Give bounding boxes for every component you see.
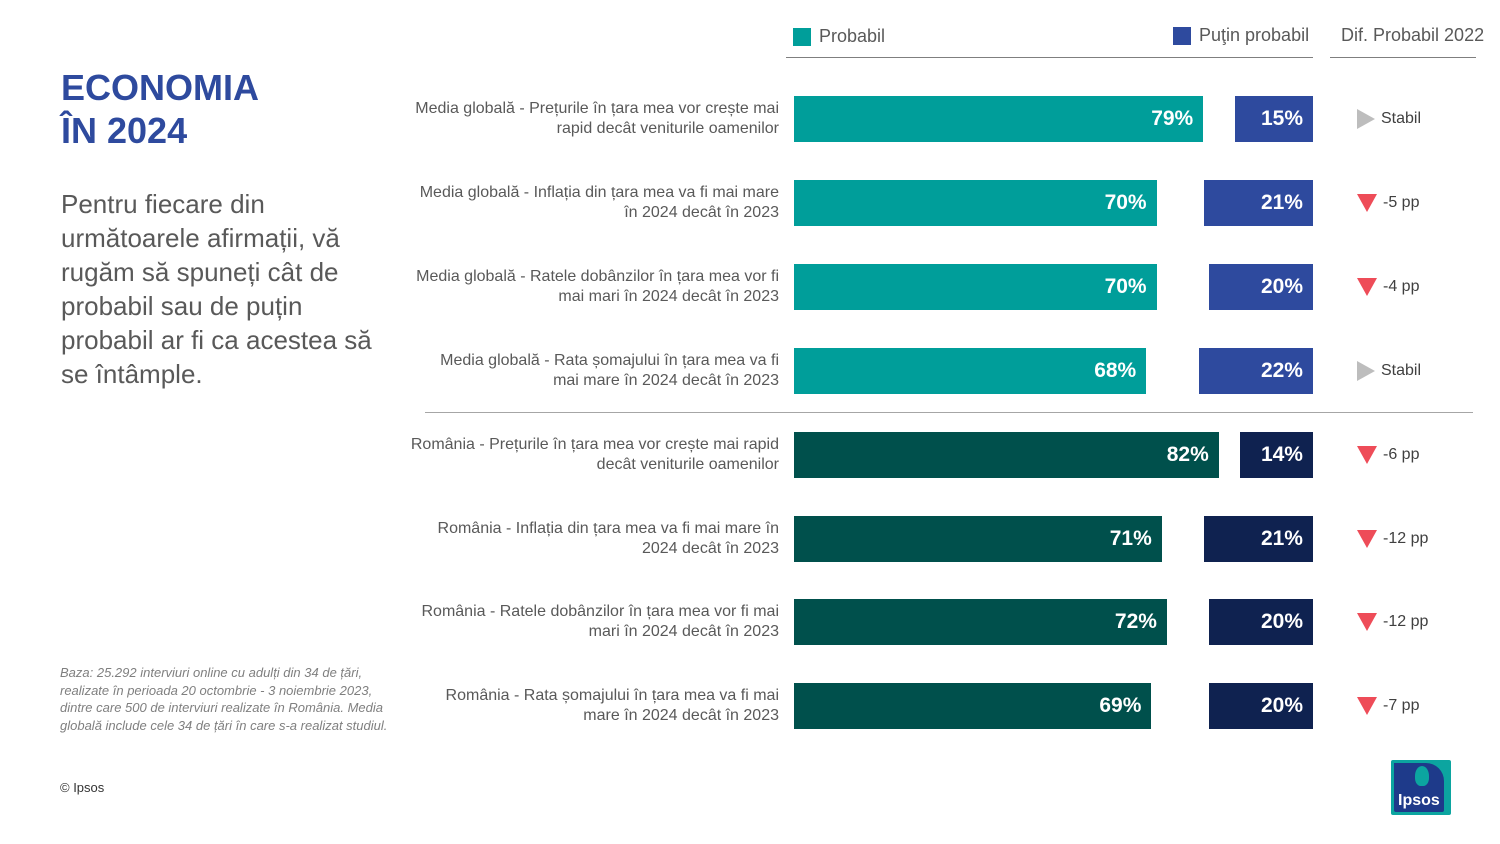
category-label: România - Inflația din țara mea va fi ma…	[437, 519, 779, 557]
diff-indicator: Stabil	[1357, 360, 1422, 381]
copyright: © Ipsos	[60, 780, 105, 795]
right-triangle-icon	[1357, 360, 1375, 381]
bar-putin-probabil: 22%	[1198, 347, 1313, 394]
bar-probabil: 71%	[794, 515, 1162, 562]
right-triangle-icon	[1357, 109, 1375, 129]
down-triangle-icon	[1357, 445, 1377, 464]
diff-indicator: -6 pp	[1357, 445, 1419, 465]
bar-probabil-value: 72%	[1114, 610, 1157, 634]
diff-label: Stabil	[1381, 361, 1422, 379]
bar-probabil-value: 68%	[1094, 358, 1137, 382]
diff-indicator: -12 pp	[1357, 612, 1428, 632]
bar-probabil: 68%	[794, 347, 1147, 394]
bar-putin-probabil-value: 20%	[1260, 274, 1303, 298]
legend-rule	[786, 57, 1313, 58]
diff-indicator: -7 pp	[1357, 696, 1419, 716]
bar-putin-probabil: 15%	[1235, 96, 1313, 142]
category-label: România - Prețurile în țara mea vor creș…	[410, 435, 779, 473]
category-label: Media globală - Inflația din țara mea va…	[419, 183, 779, 221]
diff-label: -7 pp	[1383, 697, 1420, 715]
bar-probabil: 70%	[794, 263, 1157, 310]
diff-label: Stabil	[1381, 110, 1422, 127]
category-label: Media globală - Ratele dobânzilor în țar…	[416, 267, 779, 305]
bar-probabil-value: 82%	[1166, 442, 1209, 466]
diff-indicator: Stabil	[1357, 109, 1421, 129]
down-triangle-icon	[1357, 529, 1377, 548]
diff-header: Dif. Probabil 2022	[1341, 25, 1485, 45]
diff-label: -12 pp	[1383, 529, 1429, 547]
legend-swatch-probabil	[793, 27, 811, 46]
diff-label: -6 pp	[1383, 445, 1420, 463]
down-triangle-icon	[1357, 277, 1377, 296]
bar-probabil-value: 70%	[1104, 190, 1147, 214]
bar-probabil: 69%	[794, 683, 1152, 730]
down-triangle-icon	[1357, 193, 1377, 212]
bar-putin-probabil: 20%	[1209, 263, 1313, 310]
bar-putin-probabil-value: 14%	[1260, 442, 1303, 466]
ipsos-logo: Ipsos	[1391, 760, 1451, 815]
bar-putin-probabil-value: 22%	[1260, 358, 1303, 382]
bar-probabil-value: 69%	[1099, 694, 1142, 718]
category-label: Media globală - Prețurile în țara mea vo…	[415, 100, 779, 137]
category-label: România - Ratele dobânzilor în țara mea …	[421, 603, 780, 641]
bar-putin-probabil: 21%	[1203, 179, 1313, 226]
diff-indicator: -12 pp	[1357, 529, 1428, 549]
bar-putin-probabil: 20%	[1209, 599, 1313, 646]
legend-label-probabil: Probabil	[819, 26, 886, 46]
down-triangle-icon	[1357, 613, 1377, 632]
diff-label: -4 pp	[1383, 277, 1420, 295]
page-title: ECONOMIA ÎN 2024	[61, 66, 259, 152]
logo-text: Ipsos	[1398, 792, 1440, 809]
title-line-1: ECONOMIA	[61, 67, 259, 108]
bar-putin-probabil-value: 20%	[1260, 610, 1303, 634]
legend-label-putin-probabil: Puţin probabil	[1199, 25, 1310, 45]
bar-putin-probabil-value: 20%	[1260, 694, 1303, 718]
bar-probabil: 70%	[794, 179, 1157, 226]
category-label: România - Rata șomajului în țara mea va …	[445, 687, 779, 725]
diff-header-rule	[1330, 57, 1476, 58]
title-line-2: ÎN 2024	[61, 110, 188, 151]
diff-label: -5 pp	[1383, 193, 1420, 211]
group-divider	[425, 412, 1473, 413]
bar-probabil-value: 70%	[1104, 274, 1147, 298]
bar-putin-probabil: 20%	[1209, 683, 1313, 730]
diff-label: -12 pp	[1383, 613, 1429, 631]
legend-probabil: Probabil	[793, 26, 885, 47]
bar-probabil-value: 79%	[1151, 107, 1194, 130]
question-text: Pentru fiecare din următoarele afirmații…	[61, 189, 372, 389]
legend-swatch-putin-probabil	[1173, 26, 1191, 45]
down-triangle-icon	[1357, 697, 1377, 716]
legend-putin-probabil: Puţin probabil	[1173, 25, 1309, 46]
diff-indicator: -4 pp	[1357, 277, 1419, 297]
bar-putin-probabil-value: 15%	[1260, 107, 1303, 130]
bar-putin-probabil: 21%	[1203, 515, 1313, 562]
bar-probabil-value: 71%	[1109, 526, 1152, 550]
bar-probabil: 72%	[794, 599, 1167, 646]
category-label: Media globală - Rata șomajului în țara m…	[440, 351, 779, 389]
diff-indicator: -5 pp	[1357, 193, 1419, 213]
bar-putin-probabil-value: 21%	[1260, 526, 1303, 550]
bar-putin-probabil-value: 21%	[1260, 190, 1303, 214]
bar-probabil: 79%	[794, 96, 1204, 142]
bar-probabil: 82%	[794, 431, 1219, 478]
bar-putin-probabil: 14%	[1240, 431, 1313, 478]
footnote: Baza: 25.292 interviuri online cu adulți…	[60, 665, 388, 733]
